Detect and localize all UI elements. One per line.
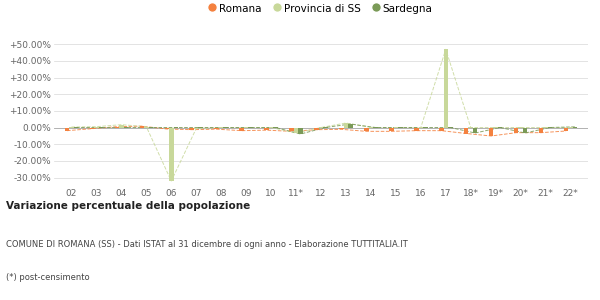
Bar [414,128,419,131]
Bar [539,128,544,133]
Legend: Romana, Provincia di SS, Sardegna: Romana, Provincia di SS, Sardegna [206,0,436,18]
Bar [294,128,298,133]
Bar [289,128,294,131]
Bar [389,128,394,131]
Bar [65,128,69,131]
Bar [364,128,368,131]
Bar [144,127,149,128]
Bar [169,128,173,181]
Bar [573,127,577,128]
Bar [214,128,219,129]
Bar [115,127,119,128]
Bar [239,128,244,131]
Bar [314,128,319,130]
Bar [69,127,74,128]
Bar [344,123,348,128]
Bar [298,128,303,134]
Bar [523,128,527,133]
Bar [89,128,94,129]
Text: (*) post-censimento: (*) post-censimento [6,273,89,282]
Bar [265,128,269,130]
Bar [140,126,144,128]
Bar [564,128,568,131]
Bar [164,128,169,129]
Bar [489,128,493,136]
Text: COMUNE DI ROMANA (SS) - Dati ISTAT al 31 dicembre di ogni anno - Elaborazione TU: COMUNE DI ROMANA (SS) - Dati ISTAT al 31… [6,240,408,249]
Bar [190,128,194,130]
Bar [514,128,518,133]
Bar [348,124,353,128]
Text: Variazione percentuale della popolazione: Variazione percentuale della popolazione [6,201,250,211]
Bar [439,128,443,131]
Bar [339,128,344,129]
Bar [119,125,124,128]
Bar [443,49,448,128]
Bar [94,127,98,128]
Bar [464,128,469,134]
Bar [473,128,478,133]
